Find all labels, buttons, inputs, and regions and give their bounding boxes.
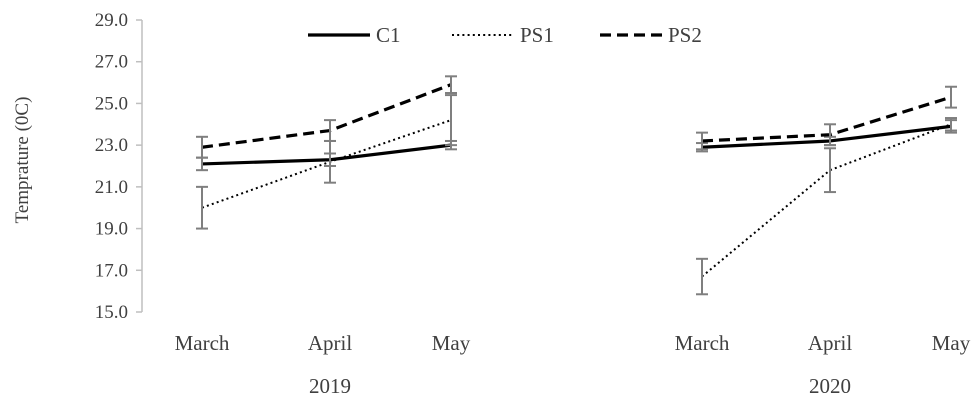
x-group-label: 2019	[309, 374, 351, 398]
error-bar	[945, 85, 957, 109]
error-bar	[445, 75, 457, 94]
x-category-label: May	[432, 331, 471, 355]
legend-label: C1	[376, 23, 401, 47]
error-bar	[196, 185, 208, 230]
legend-item-ps1: PS1	[452, 23, 554, 47]
series-line	[201, 143, 452, 166]
y-tick-label: 25.0	[95, 93, 128, 114]
error-bar	[824, 147, 836, 194]
legend: C1 PS1 PS2	[308, 23, 702, 47]
error-bar	[945, 117, 957, 132]
error-bar	[696, 257, 708, 296]
series-line	[201, 83, 452, 149]
x-category-label: March	[175, 331, 230, 355]
error-bar	[445, 94, 457, 147]
x-category-label: April	[808, 331, 852, 355]
x-category-label: May	[932, 331, 971, 355]
error-bar	[696, 131, 708, 151]
x-category-label: April	[308, 331, 352, 355]
series-c1	[196, 119, 957, 172]
series-ps1	[196, 94, 957, 296]
y-axis-title: Temprature (0C)	[12, 97, 33, 224]
series-line	[701, 123, 952, 278]
x-group-label: 2020	[809, 374, 851, 398]
y-tick-label: 29.0	[95, 10, 128, 31]
error-bar	[324, 139, 336, 184]
legend-item-ps2: PS2	[600, 23, 702, 47]
error-bar	[196, 135, 208, 159]
legend-label: PS1	[520, 23, 554, 47]
y-tick-label: 17.0	[95, 260, 128, 281]
error-bar	[324, 119, 336, 142]
y-tick-label: 21.0	[95, 177, 128, 198]
legend-label: PS2	[668, 23, 702, 47]
y-tick-label: 15.0	[95, 302, 128, 323]
y-tick-label: 19.0	[95, 219, 128, 240]
axes: 15.0 17.0 19.0 21.0 23.0 25.0 27.0 29.0 March Apr…	[95, 10, 971, 398]
error-bar	[824, 123, 836, 147]
series-layer	[196, 75, 957, 296]
series-line	[701, 95, 952, 143]
series-ps2	[196, 75, 957, 159]
y-tick-label: 23.0	[95, 135, 128, 156]
y-tick-label: 27.0	[95, 52, 128, 73]
x-category-label: March	[675, 331, 730, 355]
legend-item-c1: C1	[308, 23, 401, 47]
